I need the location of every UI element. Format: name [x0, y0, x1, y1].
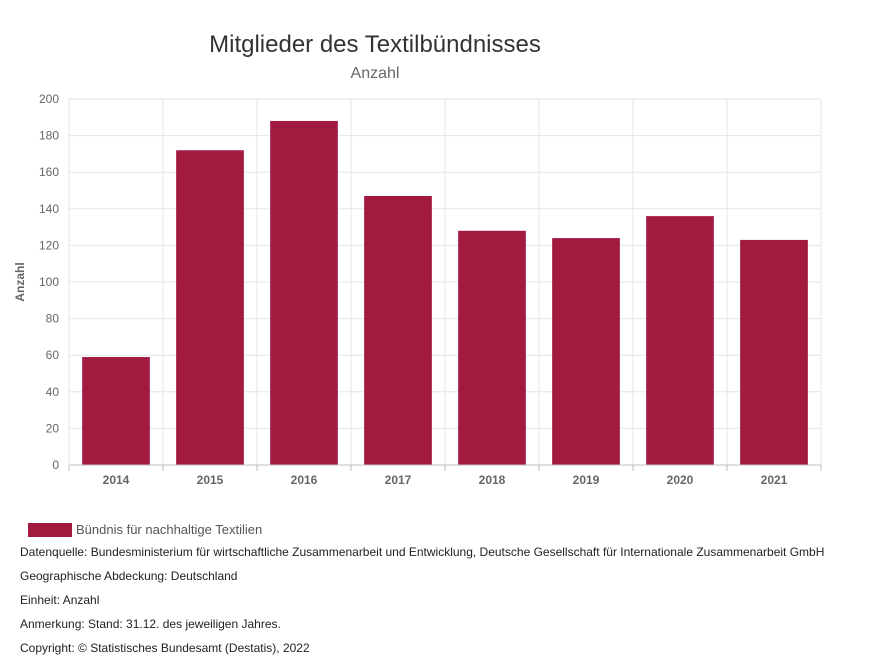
- bar-2021: [740, 239, 808, 465]
- y-tick-label: 100: [39, 275, 59, 289]
- y-tick-label: 20: [46, 421, 60, 435]
- legend-label: Bündnis für nachhaltige Textilien: [76, 522, 263, 537]
- coverage-note: Geographische Abdeckung: Deutschland: [20, 569, 238, 583]
- unit-note: Einheit: Anzahl: [20, 593, 100, 607]
- y-tick-label: 60: [46, 348, 60, 362]
- x-tick-label: 2021: [761, 473, 788, 487]
- bar-2020: [646, 216, 714, 465]
- y-tick-label: 160: [39, 165, 59, 179]
- y-tick-label: 200: [39, 92, 59, 106]
- x-tick-label: 2014: [103, 473, 130, 487]
- bar-2019: [552, 238, 620, 465]
- bar-2015: [176, 150, 244, 466]
- x-tick-label: 2015: [197, 473, 224, 487]
- y-axis-title: Anzahl: [13, 262, 27, 301]
- bar-2014: [82, 357, 150, 465]
- chart-title: Mitglieder des Textilbündnisses: [209, 31, 541, 58]
- copyright-note: Copyright: © Statistisches Bundesamt (De…: [20, 641, 310, 655]
- x-tick-label: 2018: [479, 473, 506, 487]
- y-tick-label: 180: [39, 129, 59, 143]
- y-tick-label: 40: [46, 385, 60, 399]
- bar-chart: 0 20 40 60 80 100 120 140 160 180 200 2014 2015 2016 2…: [13, 92, 822, 487]
- bar-2018: [458, 230, 526, 465]
- footer-notes: Datenquelle: Bundesministerium für wirts…: [20, 545, 860, 665]
- legend[interactable]: Bündnis für nachhaltige Textilien: [28, 522, 262, 537]
- y-tick-label: 140: [39, 202, 59, 216]
- bar-2016: [270, 120, 338, 466]
- bar-2017: [364, 195, 432, 466]
- chart-subtitle: Anzahl: [350, 65, 400, 82]
- y-tick-label: 0: [52, 458, 59, 472]
- data-source-note: Datenquelle: Bundesministerium für wirts…: [20, 545, 825, 559]
- x-tick-label: 2020: [667, 473, 694, 487]
- x-tick-label: 2017: [385, 473, 412, 487]
- legend-swatch: [28, 522, 72, 537]
- y-tick-label: 80: [46, 312, 60, 326]
- x-tick-label: 2016: [291, 473, 318, 487]
- y-tick-label: 120: [39, 238, 59, 252]
- remark-note: Anmerkung: Stand: 31.12. des jeweiligen …: [20, 617, 281, 631]
- x-tick-label: 2019: [573, 473, 600, 487]
